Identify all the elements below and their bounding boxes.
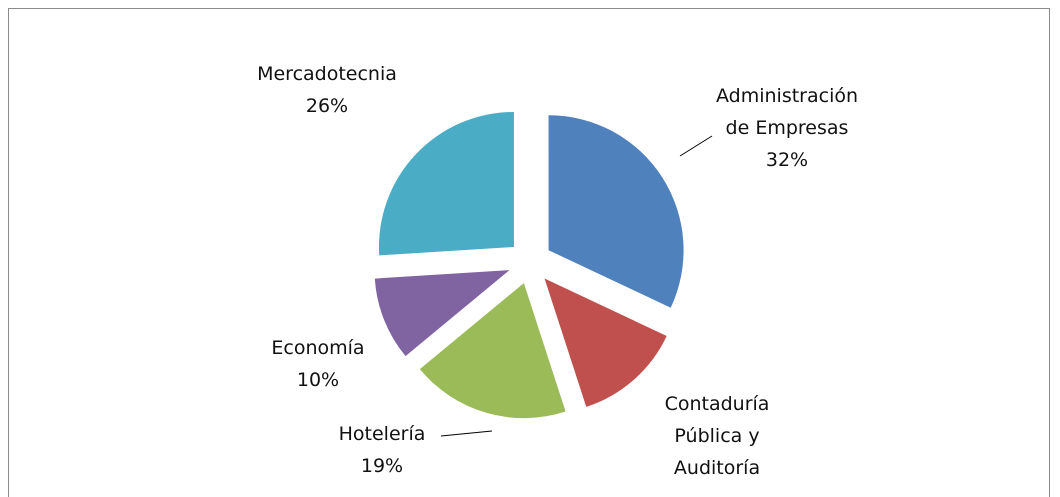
value-label: 19% [360,455,404,477]
value-label: 10% [296,369,340,391]
slice-label: Mercadotecnia 26% [232,58,422,122]
pie-slice [374,270,510,357]
chart-frame [8,8,1050,497]
slice-label: Hotelería 19% [322,418,442,482]
pie-slice [419,283,566,419]
pie-slice [544,278,667,407]
category-name: Economía [271,337,365,359]
slice-label: Contaduría Pública y Auditoría [652,388,782,484]
leader-line [440,430,493,437]
slice-label: Administración de Empresas 32% [712,80,862,176]
pie-slice [378,111,514,256]
value-label: 26% [305,95,349,117]
category-name: Administración de Empresas [715,85,859,139]
slice-label: Economía 10% [258,332,378,396]
category-name: Contaduría Pública y Auditoría [664,393,770,479]
pie-slice [548,115,684,308]
value-label: 32% [765,149,809,171]
category-name: Mercadotecnia [257,63,397,85]
category-name: Hotelería [338,423,426,445]
leader-line [679,135,713,157]
